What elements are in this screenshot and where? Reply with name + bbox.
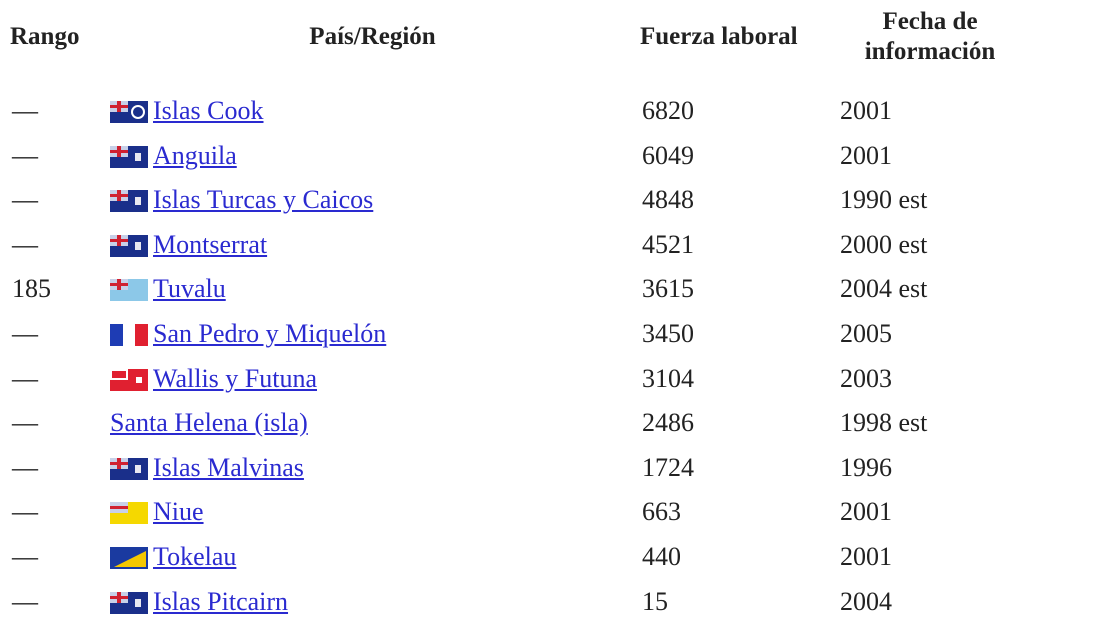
header-cell: Fecha de información <box>864 8 996 65</box>
table-cell: 2004 est <box>840 274 928 304</box>
table-cell: — <box>12 452 38 482</box>
flag-icon <box>110 145 148 168</box>
table-cell: — <box>12 140 38 170</box>
country-link[interactable]: Islas Turcas y Caicos <box>153 185 374 215</box>
table-cell: 1996 <box>840 452 892 482</box>
table-cell: 3450 <box>642 319 694 348</box>
table-cell: — <box>12 408 38 438</box>
table-cell: 2486 <box>642 408 694 438</box>
table-cell: 1724 <box>642 452 694 482</box>
flag-icon <box>110 279 148 302</box>
flag-icon <box>110 101 148 123</box>
table-cell: 2000 est <box>840 229 928 259</box>
table-cell: 1990 est <box>840 185 928 215</box>
flag-icon <box>110 190 148 213</box>
table-cell: 2001 <box>840 96 892 125</box>
country-link[interactable]: Santa Helena (isla) <box>110 408 308 438</box>
country-link[interactable]: Anguila <box>153 140 237 170</box>
table-cell: — <box>12 229 38 259</box>
table-cell: — <box>12 96 38 125</box>
header-cell: Fuerza laboral <box>640 23 798 50</box>
table-cell: — <box>12 319 38 348</box>
flag-icon <box>110 547 148 569</box>
country-link[interactable]: Islas Pitcairn <box>153 586 289 616</box>
header-cell: Rango <box>10 23 80 50</box>
country-link[interactable]: Tuvalu <box>153 274 226 304</box>
flag-icon <box>110 502 148 525</box>
table-cell: — <box>12 185 38 215</box>
table-cell: 440 <box>642 542 681 571</box>
table-cell: 663 <box>642 497 681 527</box>
country-link[interactable]: San Pedro y Miquelón <box>153 319 387 348</box>
table-cell: 4521 <box>642 229 694 259</box>
country-link[interactable]: Niue <box>153 497 204 527</box>
table-cell: — <box>12 497 38 527</box>
table-cell: 2001 <box>840 542 892 571</box>
header-cell: País/Región <box>309 23 436 50</box>
table-cell: — <box>12 586 38 616</box>
country-link[interactable]: Montserrat <box>153 229 268 259</box>
table-cell: 6820 <box>642 96 694 125</box>
table-cell: 3104 <box>642 363 694 393</box>
table-cell: 6049 <box>642 140 694 170</box>
country-link[interactable]: Islas Cook <box>153 96 264 125</box>
table-cell: 185 <box>12 274 51 304</box>
flag-icon <box>110 368 148 391</box>
flag-icon <box>110 234 148 257</box>
flag-icon <box>110 457 148 480</box>
table-cell: 2003 <box>840 363 892 393</box>
country-link[interactable]: Wallis y Futuna <box>153 363 318 393</box>
table-cell: 4848 <box>642 185 694 215</box>
table-cell: 1998 est <box>840 408 928 438</box>
table-cell: 2005 <box>840 319 892 348</box>
table-cell: — <box>12 363 38 393</box>
country-link[interactable]: Tokelau <box>153 542 237 571</box>
table-cell: 3615 <box>642 274 694 304</box>
table-cell: — <box>12 542 38 571</box>
flag-icon <box>110 591 148 614</box>
table-cell: 2001 <box>840 140 892 170</box>
flag-icon <box>110 324 148 346</box>
country-link[interactable]: Islas Malvinas <box>153 452 304 482</box>
table-cell: 15 <box>642 586 668 616</box>
table-cell: 2004 <box>840 586 892 616</box>
table-cell: 2001 <box>840 497 892 527</box>
